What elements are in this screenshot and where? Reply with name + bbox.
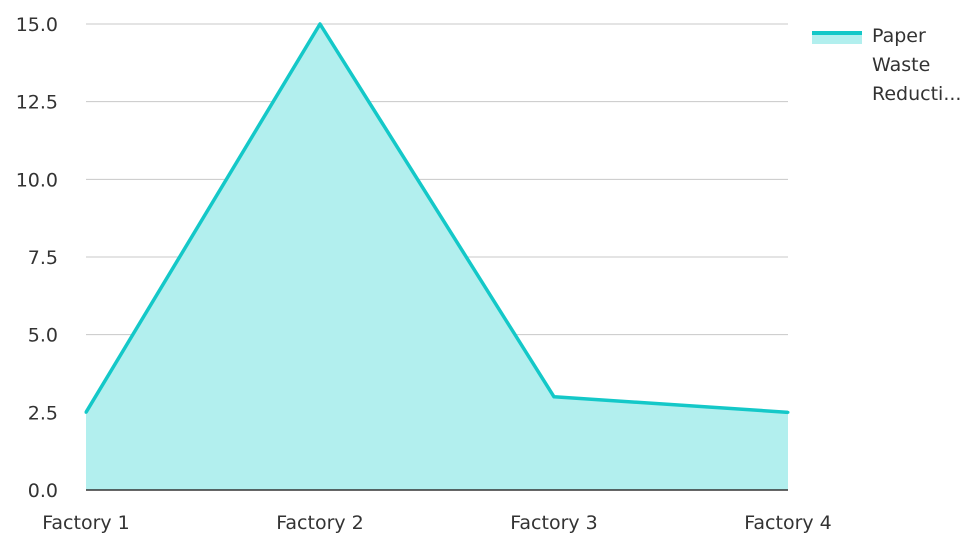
x-tick-label: Factory 1 xyxy=(42,512,130,534)
data-point xyxy=(318,22,322,26)
y-tick-label: 10.0 xyxy=(16,169,58,191)
series-line xyxy=(84,22,789,415)
legend-swatch xyxy=(812,31,862,44)
legend: Paper Waste Reducti... xyxy=(812,22,977,109)
y-tick-label: 5.0 xyxy=(28,325,58,347)
x-tick-label: Factory 2 xyxy=(276,512,364,534)
series-area xyxy=(86,24,788,490)
x-tick-label: Factory 4 xyxy=(744,512,832,534)
data-point xyxy=(84,410,88,414)
y-tick-label: 2.5 xyxy=(28,402,58,424)
data-point xyxy=(786,410,790,414)
y-tick-label: 7.5 xyxy=(28,247,58,269)
y-tick-label: 15.0 xyxy=(16,14,58,36)
y-tick-label: 12.5 xyxy=(16,92,58,114)
y-tick-label: 0.0 xyxy=(28,480,58,502)
legend-label: Paper Waste Reducti... xyxy=(872,25,962,105)
x-tick-label: Factory 3 xyxy=(510,512,598,534)
data-point xyxy=(552,395,556,399)
